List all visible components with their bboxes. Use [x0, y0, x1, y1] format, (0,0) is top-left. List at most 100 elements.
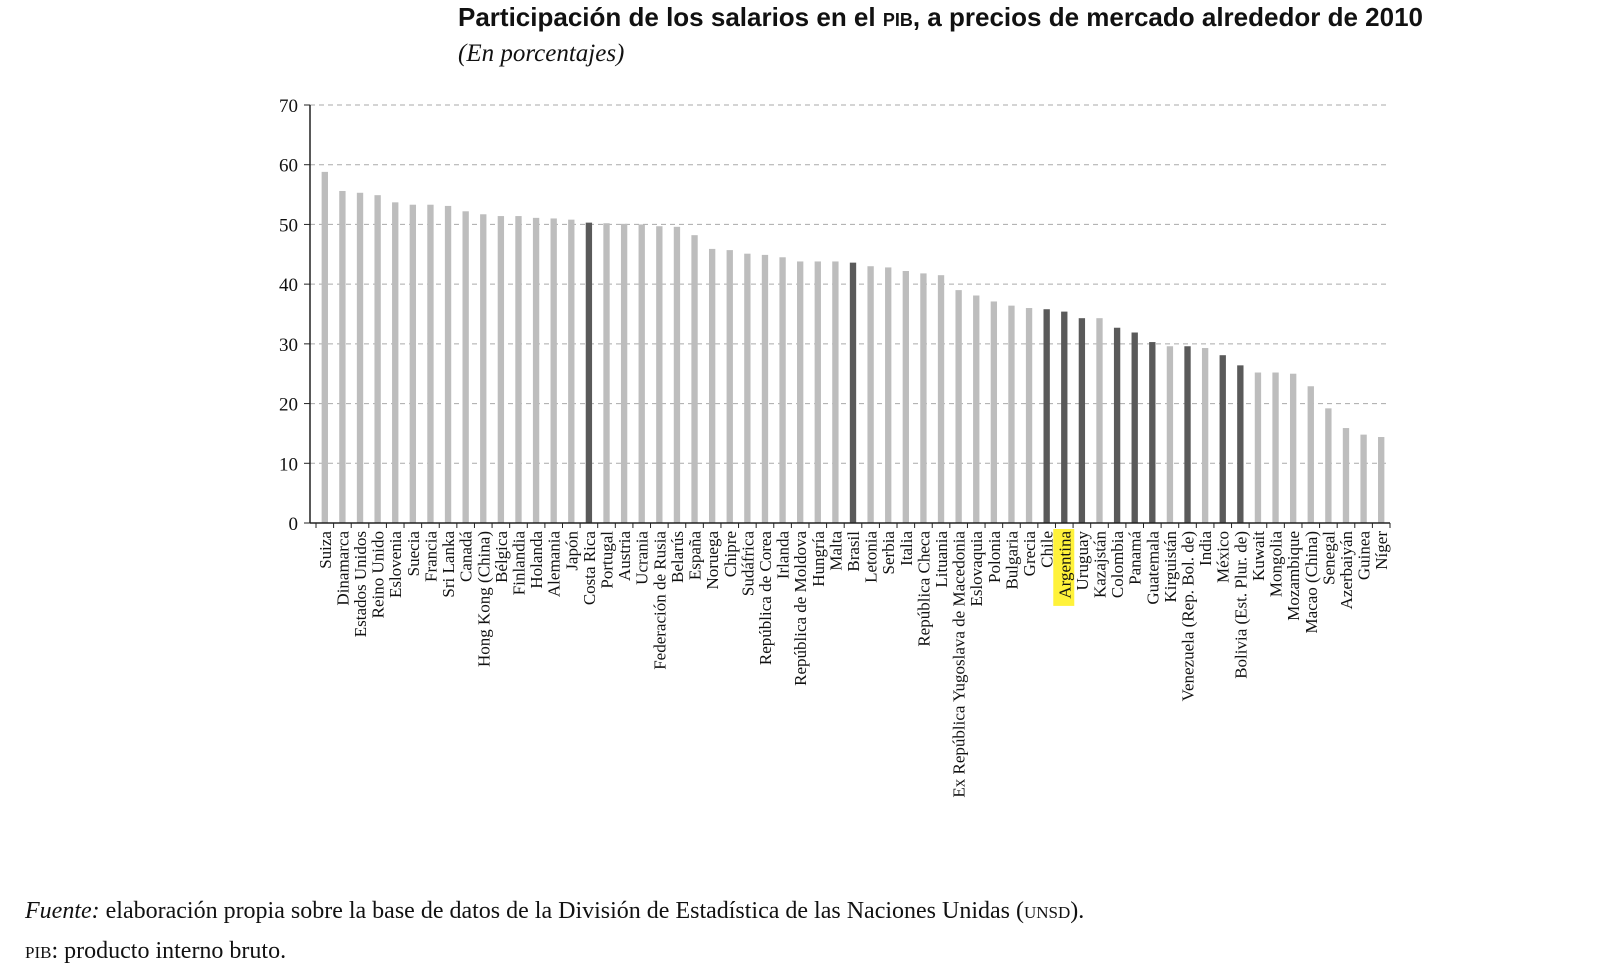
bar: [532, 217, 540, 524]
x-tick-label: Irlanda: [774, 531, 793, 580]
bar: [1325, 408, 1332, 523]
title-abbr: pib: [882, 2, 913, 32]
bar: [1254, 372, 1262, 523]
y-tick-label: 40: [279, 275, 298, 296]
bar: [761, 254, 769, 523]
source-note: Fuente: elaboración propia sobre la base…: [25, 898, 1085, 924]
y-tick-label: 60: [279, 156, 298, 177]
bar: [409, 204, 417, 524]
x-tick-label: Chipre: [721, 531, 740, 577]
x-tick-label: España: [686, 531, 705, 581]
bar: [990, 301, 998, 523]
x-tick-label: República de Moldova: [791, 531, 810, 686]
x-tick-label: Sri Lanka: [439, 531, 458, 598]
bar: [849, 262, 857, 523]
x-tick-label: Colombia: [1108, 531, 1127, 599]
bar: [1201, 348, 1209, 523]
bar: [1289, 373, 1297, 523]
bar: [744, 253, 751, 523]
bar: [374, 195, 381, 523]
x-tick-label: Polonia: [985, 531, 1004, 583]
x-tick-label: Bulgaria: [1002, 531, 1021, 590]
x-tick-label: México: [1214, 531, 1233, 583]
x-tick-label: Francia: [421, 531, 440, 582]
x-tick-label: Mozambique: [1284, 531, 1303, 621]
x-tick-label: Macao (China): [1302, 531, 1321, 633]
x-tick-label: Hungría: [809, 531, 828, 587]
bar: [937, 275, 945, 523]
bar: [673, 226, 681, 523]
x-tick-label: Chile: [1038, 531, 1057, 568]
bar: [1149, 342, 1156, 523]
x-tick-label: Níger: [1372, 531, 1391, 570]
x-tick-label: Japón: [562, 531, 581, 571]
y-tick-label: 70: [279, 96, 298, 117]
bar: [708, 248, 716, 523]
bar: [1025, 308, 1033, 523]
x-tick-label: Belarús: [668, 531, 687, 583]
bar: [480, 214, 487, 523]
x-tick-label: Holanda: [527, 531, 546, 589]
bar: [1360, 434, 1367, 523]
x-tick-label: Venezuela (Rep. Bol. de): [1179, 531, 1198, 701]
bar: [444, 205, 452, 523]
x-tick-label: Malta: [826, 531, 845, 571]
bar: [550, 218, 557, 523]
x-tick-label: Finlandia: [509, 531, 528, 596]
x-tick-label: Panamá: [1126, 531, 1145, 585]
bar: [1131, 332, 1138, 523]
x-tick-label: Serbia: [879, 531, 898, 575]
bar: [1307, 386, 1314, 523]
bar: [885, 267, 892, 523]
x-tick-label: Grecia: [1020, 531, 1039, 577]
bar: [427, 204, 434, 524]
x-tick-label: Hong Kong (China): [474, 531, 493, 667]
x-tick-label: Eslovenia: [386, 531, 405, 598]
bar: [656, 226, 663, 523]
x-tick-label: Austria: [615, 531, 634, 582]
bar: [1061, 311, 1068, 523]
x-tick-label: Ucrania: [633, 531, 652, 585]
bar: [1096, 318, 1103, 523]
x-tick-label: Azerbaiyán: [1337, 531, 1356, 610]
axes: [309, 105, 1391, 528]
bar: [1237, 365, 1244, 523]
bar: [920, 273, 927, 523]
x-tick-label: Kazajstán: [1090, 531, 1109, 599]
bars: [321, 171, 1385, 524]
y-tick-label: 20: [279, 395, 298, 416]
bar: [603, 223, 610, 523]
bar: [339, 190, 346, 523]
highlight-box: [1053, 529, 1075, 606]
y-tick-label: 0: [289, 514, 299, 535]
x-tick-label: Guatemala: [1143, 531, 1162, 605]
bar: [726, 250, 733, 523]
bar: [814, 261, 821, 523]
x-tick-label: Lituania: [932, 531, 951, 588]
x-tick-label: República Checa: [914, 531, 933, 647]
bar: [1008, 305, 1015, 523]
x-tick-label: India: [1196, 531, 1215, 566]
bar: [638, 224, 645, 523]
x-tick-label: Canadá: [457, 531, 476, 582]
bar: [497, 216, 505, 523]
x-tick-label: Bélgica: [492, 531, 511, 583]
bar: [1078, 318, 1086, 523]
y-tick-label: 30: [279, 335, 298, 356]
x-tick-label: Argentina: [1055, 531, 1074, 599]
x-tick-label: Italia: [897, 531, 916, 566]
x-tick-label: Letonia: [862, 531, 881, 583]
x-tick-label: Ex República Yugoslava de Macedonia: [950, 531, 969, 798]
bar: [1219, 355, 1226, 523]
abbreviation-note: pib: producto interno bruto.: [25, 938, 287, 964]
x-tick-label: Sudáfrica: [738, 531, 757, 597]
bar: [321, 171, 328, 523]
x-tick-label: Senegal: [1319, 531, 1338, 585]
bar: [797, 261, 804, 523]
bar: [1272, 372, 1279, 523]
bar: [620, 223, 628, 523]
bar: [1184, 346, 1191, 523]
chart-title: Participación de los salarios en el pib,…: [458, 2, 1423, 32]
x-tick-label: Suiza: [316, 531, 335, 569]
